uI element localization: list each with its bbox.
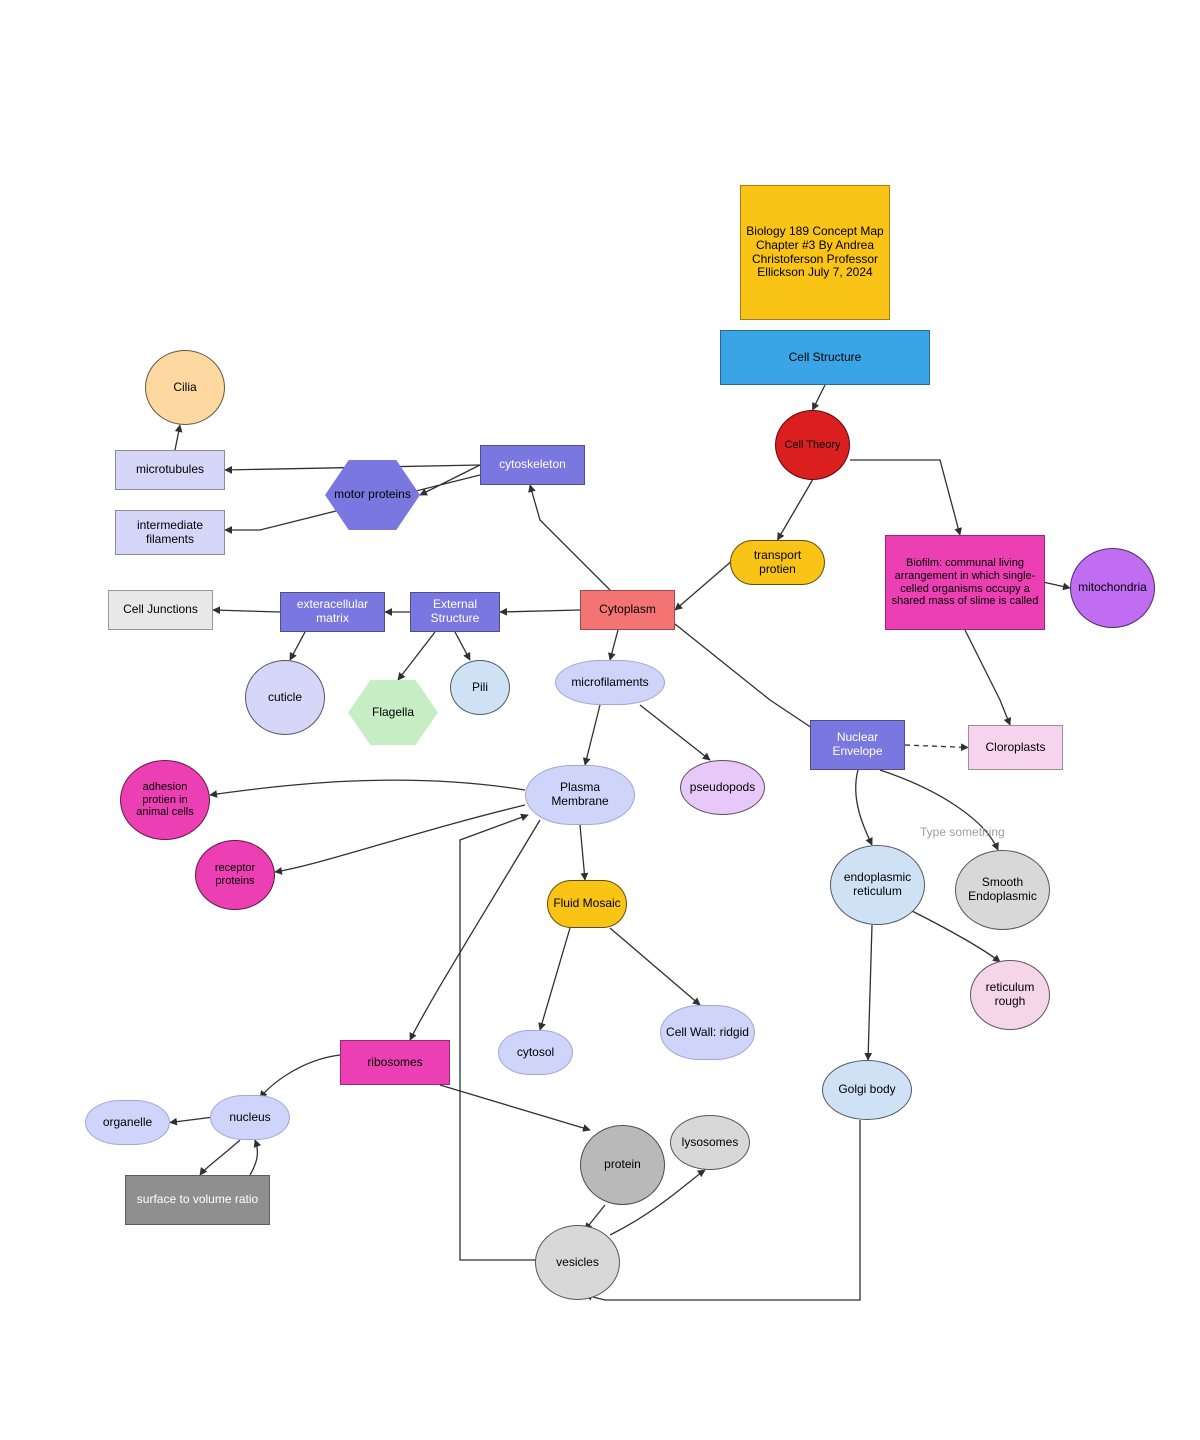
node-cilia[interactable]: Cilia	[145, 350, 225, 425]
node-adhesion[interactable]: adhesion protien in animal cells	[120, 760, 210, 840]
edge-cellTheory-transport	[778, 480, 813, 540]
concept-map-canvas: Type something Biology 189 Concept Map C…	[0, 0, 1200, 1440]
edge-cytoplasm-cytoskeleton	[530, 485, 610, 590]
edge-cytoplasm-microfil	[610, 630, 618, 660]
node-roughRet[interactable]: reticulum rough	[970, 960, 1050, 1030]
node-biofilm[interactable]: Biofilm: communal living arrangement in …	[885, 535, 1045, 630]
node-cellWall[interactable]: Cell Wall: ridgid	[660, 1005, 755, 1060]
edge-ribosomes-protein	[440, 1085, 590, 1130]
edge-microfil-pseudopods	[640, 705, 710, 760]
edge-cytoplasm-nuclearEnv	[670, 620, 830, 740]
node-motor[interactable]: motor proteins	[325, 460, 420, 530]
edge-transport-cytoplasm	[675, 563, 730, 611]
edge-biofilm-chloroplasts	[965, 630, 1010, 725]
edge-external-flagella	[398, 632, 435, 680]
node-golgi[interactable]: Golgi body	[822, 1060, 912, 1120]
edge-microfil-plasma	[585, 705, 600, 765]
edge-savRatio-nucleus	[250, 1140, 257, 1175]
node-nuclearEnv[interactable]: Nuclear Envelope	[810, 720, 905, 770]
edge-biofilm-mitochondria	[1045, 583, 1070, 589]
node-cytoskeleton[interactable]: cytoskeleton	[480, 445, 585, 485]
node-receptor[interactable]: receptor proteins	[195, 840, 275, 910]
node-intermediate[interactable]: intermediate filaments	[115, 510, 225, 555]
node-microfil[interactable]: microfilaments	[555, 660, 665, 705]
node-cuticle[interactable]: cuticle	[245, 660, 325, 735]
edge-cytoplasm-external	[500, 610, 580, 612]
node-vesicles[interactable]: vesicles	[535, 1225, 620, 1300]
edge-ribosomes-nucleus	[260, 1055, 340, 1098]
node-chloroplasts[interactable]: Cloroplasts	[968, 725, 1063, 770]
edge-plasma-adhesion	[210, 780, 525, 795]
edge-ecm-cuticle	[290, 632, 305, 660]
node-cytoplasm[interactable]: Cytoplasm	[580, 590, 675, 630]
edge-cellTheory-biofilm	[850, 460, 960, 535]
node-nucleus[interactable]: nucleus	[210, 1095, 290, 1140]
node-microtubules[interactable]: microtubules	[115, 450, 225, 490]
edge-plasma-ribosomes	[410, 820, 540, 1040]
node-ecm[interactable]: exteracellular matrix	[280, 592, 385, 632]
edge-external-pili	[455, 632, 470, 660]
node-plasma[interactable]: Plasma Membrane	[525, 765, 635, 825]
placeholder-text: Type something	[920, 825, 1005, 839]
edge-fluidMosaic-cellWall	[610, 928, 700, 1005]
edge-cellStructure-cellTheory	[813, 385, 826, 410]
node-pili[interactable]: Pili	[450, 660, 510, 715]
node-cellJunctions[interactable]: Cell Junctions	[108, 590, 213, 630]
edge-microtubules-cilia	[175, 425, 180, 450]
edge-nucleus-savRatio	[200, 1140, 240, 1175]
node-ribosomes[interactable]: ribosomes	[340, 1040, 450, 1085]
node-er[interactable]: endoplasmic reticulum	[830, 845, 925, 925]
edge-plasma-receptor	[275, 805, 525, 872]
node-cytosol[interactable]: cytosol	[498, 1030, 573, 1075]
node-pseudopods[interactable]: pseudopods	[680, 760, 765, 815]
node-smoothER[interactable]: Smooth Endoplasmic	[955, 850, 1050, 930]
node-cellTheory[interactable]: Cell Theory	[775, 410, 850, 480]
edge-fluidMosaic-cytosol	[540, 928, 570, 1030]
node-mitochondria[interactable]: mitochondria	[1070, 548, 1155, 628]
edge-ecm-cellJunctions	[213, 610, 280, 612]
node-external[interactable]: External Structure	[410, 592, 500, 632]
node-flagella[interactable]: Flagella	[348, 680, 438, 745]
node-protein[interactable]: protein	[580, 1125, 665, 1205]
node-cellStructure[interactable]: Cell Structure	[720, 330, 930, 385]
node-title[interactable]: Biology 189 Concept Map Chapter #3 By An…	[740, 185, 890, 320]
edge-nuclearEnv-chloroplasts	[905, 745, 968, 748]
node-organelle[interactable]: organelle	[85, 1100, 170, 1145]
edge-nuclearEnv-er	[856, 770, 872, 845]
edge-nucleus-organelle	[170, 1118, 210, 1123]
node-lysosomes[interactable]: lysosomes	[670, 1115, 750, 1170]
node-transport[interactable]: transport protien	[730, 540, 825, 585]
node-savRatio[interactable]: surface to volume ratio	[125, 1175, 270, 1225]
edge-plasma-fluidMosaic	[580, 825, 585, 880]
edge-cytoskeleton-motor	[420, 465, 480, 495]
node-fluidMosaic[interactable]: Fluid Mosaic	[547, 880, 627, 928]
edge-er-golgi	[868, 925, 872, 1060]
